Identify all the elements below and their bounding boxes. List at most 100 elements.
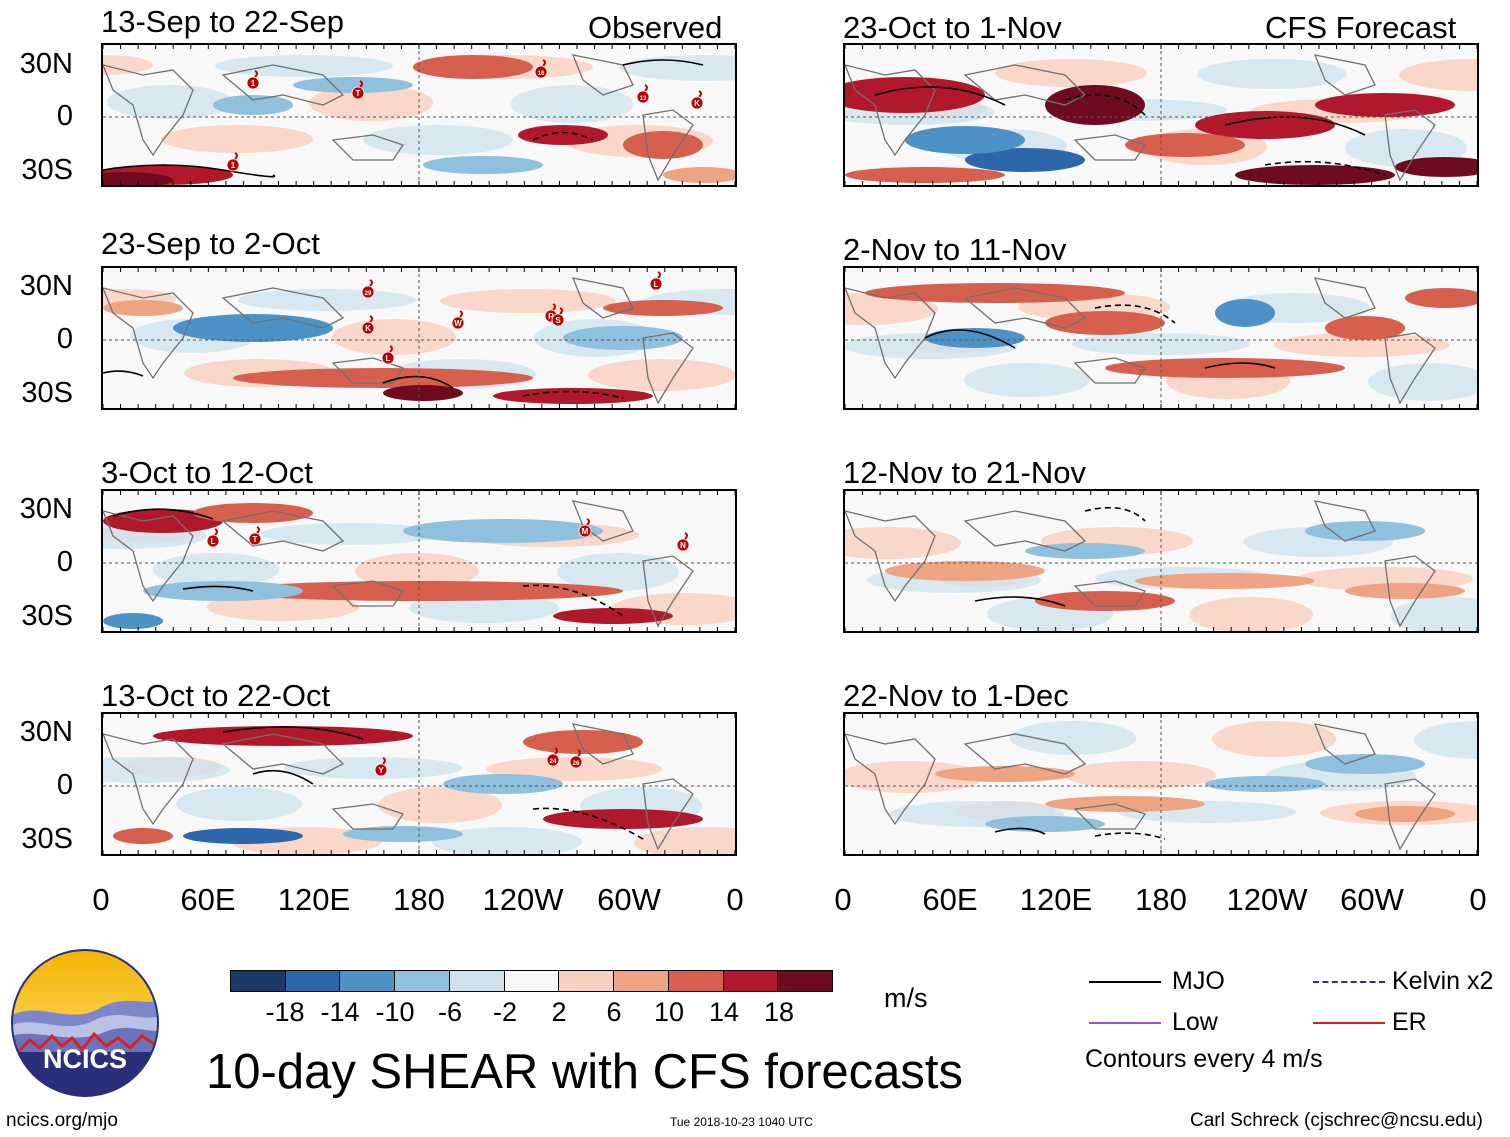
lon-label: 120W [1226, 882, 1308, 917]
tropical-cyclone-marker: L [206, 528, 220, 548]
coastline [571, 54, 634, 96]
panel-title-fc-4: 22-Nov to 1-Dec [843, 678, 1069, 713]
storm-symbol [676, 538, 690, 552]
legend-line-low [1089, 1022, 1161, 1024]
storm-symbol-arm [684, 532, 688, 540]
shear-patch [215, 55, 393, 77]
storm-label: L [654, 280, 659, 289]
legend-line-kelvin [1313, 981, 1385, 983]
mjo-contour [252, 769, 314, 785]
coastline [845, 510, 936, 603]
lon-label: 0 [92, 882, 110, 917]
footer-url[interactable]: ncics.org/mjo [6, 1110, 118, 1131]
storm-label: W [454, 319, 462, 328]
tropical-cyclone-marker: K [361, 315, 375, 335]
tropical-cyclone-marker: Y [374, 757, 388, 777]
lat-label-30s: 30S [21, 600, 73, 632]
shear-patch [161, 125, 313, 153]
lat-label-30s: 30S [21, 154, 73, 186]
mjo-contour [974, 596, 1066, 607]
map-canvas [845, 491, 1477, 631]
storm-label: 24 [550, 759, 557, 765]
shear-anomaly-region [543, 809, 703, 829]
storm-symbol-arm [459, 310, 463, 318]
shear-anomaly-region [1035, 591, 1175, 611]
colorbar-units: m/s [884, 983, 928, 1013]
tropical-cyclone-marker: 29 [361, 279, 375, 299]
storm-label: Y [378, 766, 384, 775]
storm-label: L [386, 354, 391, 363]
coastline [571, 277, 634, 319]
shear-anomaly-region [1235, 165, 1395, 185]
tropical-cyclone-marker: 13 [636, 84, 650, 104]
coastline [1073, 803, 1147, 830]
shear-patch [238, 289, 416, 311]
mjo-contour [222, 726, 364, 740]
shear-anomaly-region [845, 167, 1005, 183]
storm-symbol [351, 86, 365, 100]
storm-symbol-arm [552, 303, 556, 311]
storm-symbol [248, 532, 262, 546]
shear-anomaly-region [443, 774, 563, 794]
coastline [642, 778, 694, 851]
shear-anomaly-region [343, 826, 463, 842]
map-panel-fc-3 [843, 489, 1479, 633]
shear-patch [1064, 761, 1216, 789]
colorbar-tick-label: 10 [653, 997, 685, 1027]
lon-label: 60W [1340, 882, 1404, 917]
shear-anomaly-region [1305, 754, 1425, 774]
map-canvas: 29 K W L R S L [103, 268, 735, 408]
storm-symbol [578, 524, 592, 538]
shear-anomaly-region [103, 509, 223, 533]
storm-symbol [636, 90, 650, 104]
coastline [845, 287, 936, 380]
map-canvas: L T M N [103, 491, 735, 631]
coastline [221, 733, 345, 775]
colorbar-swatch [613, 970, 669, 992]
coastline [331, 803, 405, 830]
mjo-contour [1224, 116, 1366, 136]
tropical-cyclone-marker: 1 [246, 70, 260, 90]
colorbar-tick-label: 2 [551, 997, 567, 1027]
shear-anomaly-region [1305, 521, 1425, 541]
shear-anomaly-region [518, 125, 608, 145]
storm-label: 29 [365, 291, 372, 297]
shear-patch [363, 125, 513, 155]
mjo-contour [1094, 304, 1176, 324]
shear-patch [1414, 721, 1477, 759]
shear-anomaly-region [845, 77, 985, 113]
shear-anomaly-region [1405, 288, 1477, 308]
storm-symbol-arm [382, 757, 386, 765]
shear-anomaly-region [1025, 543, 1145, 559]
panel-title-obs-1: 13-Sep to 22-Sep [101, 4, 345, 39]
mjo-contour [103, 370, 144, 377]
coastline [103, 287, 194, 380]
colorbar-tick-label: 6 [606, 997, 622, 1027]
legend-line-mjo [1089, 981, 1161, 983]
tropical-cyclone-marker: 16 [534, 59, 548, 79]
map-panel-obs-4: Y 24 26 [101, 712, 737, 856]
shear-anomaly-region [103, 300, 183, 316]
lon-label: 60W [597, 882, 661, 917]
shear-anomaly-region [103, 613, 163, 629]
coastline [571, 500, 634, 542]
coastline [331, 134, 405, 161]
shear-anomaly-region [603, 300, 723, 316]
coastline [1073, 134, 1147, 161]
coastline [331, 357, 405, 384]
shear-patch [355, 553, 479, 589]
shear-patch [332, 319, 456, 355]
lon-label: 180 [1135, 882, 1187, 917]
colorbar-swatch [503, 970, 560, 992]
map-panel-fc-1 [843, 43, 1479, 187]
colorbar-tick-label: -14 [320, 997, 360, 1027]
shear-anomaly-region [663, 167, 735, 183]
lat-label-30n: 30N [19, 493, 73, 525]
lat-label-eq: 0 [56, 323, 73, 355]
shear-anomaly-region [925, 328, 1025, 348]
storm-label: 1 [231, 161, 236, 170]
storm-symbol [649, 277, 663, 291]
lon-label: 120W [482, 882, 564, 917]
mjo-contour [1064, 94, 1146, 116]
mjo-contour [622, 59, 704, 66]
